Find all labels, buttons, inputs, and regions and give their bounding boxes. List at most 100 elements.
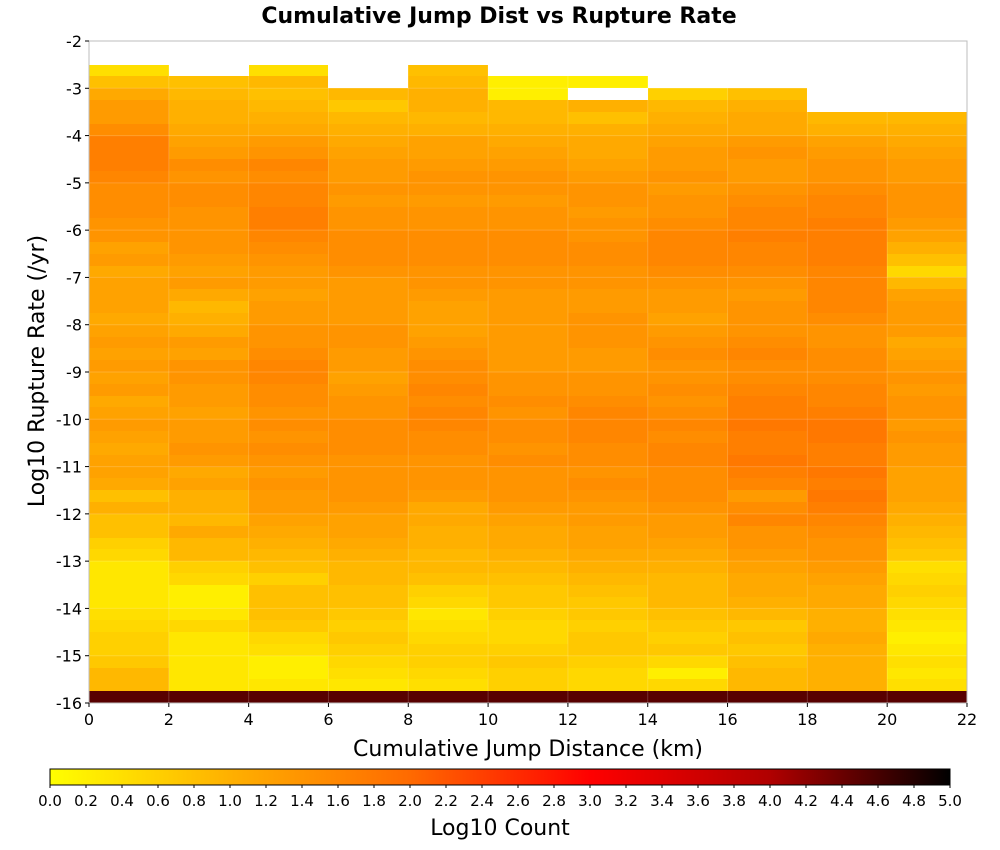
y-tick-label: -7 [66, 268, 82, 287]
heatmap-cell [328, 691, 408, 703]
heatmap-cell [169, 561, 249, 573]
heatmap-cell [807, 455, 887, 467]
heatmap-cell [169, 207, 249, 218]
heatmap-cell [568, 644, 648, 656]
colorbar-tick-label: 1.8 [362, 792, 386, 810]
heatmap-cell [728, 147, 807, 159]
heatmap-cell [568, 207, 648, 218]
heatmap-cell [807, 242, 887, 254]
heatmap-cell [488, 431, 568, 443]
heatmap-cell [568, 679, 648, 691]
heatmap-cell [648, 289, 728, 301]
heatmap-cell [169, 620, 249, 632]
heatmap-cell [249, 561, 328, 573]
heatmap-cell [89, 620, 169, 632]
heatmap-cell [728, 218, 807, 230]
heatmap-cell [648, 419, 728, 431]
heatmap-cell [89, 478, 169, 490]
heatmap-cell [169, 325, 249, 337]
colorbar-tick-label: 0.4 [110, 792, 134, 810]
heatmap-cell [728, 455, 807, 467]
heatmap-cell [328, 195, 408, 207]
heatmap-cell [249, 467, 328, 478]
heatmap-cell [648, 171, 728, 183]
y-axis: -16 -15 -14 -13 -12 -11 -10 -9 -8 -7 -6 -5 -4 -3 -2 [56, 32, 89, 713]
heatmap-cell [328, 313, 408, 325]
x-tick-label: 2 [164, 710, 174, 729]
heatmap-cell [408, 407, 488, 419]
heatmap-cell [89, 301, 169, 313]
heatmap-cell [89, 76, 169, 88]
heatmap-cell [408, 65, 488, 76]
heatmap-cell [648, 372, 728, 384]
heatmap-cell [169, 266, 249, 277]
heatmap-cell [169, 632, 249, 644]
heatmap-cell [328, 159, 408, 171]
colorbar-ticks: 0.0 0.2 0.4 0.6 0.8 1.0 1.2 1.4 1.6 1.8 2.0 2.2 2.4 2… [38, 785, 962, 810]
heatmap-cell [89, 88, 169, 100]
colorbar-tick-label: 4.0 [758, 792, 782, 810]
heatmap-cell [568, 526, 648, 538]
heatmap-cell [249, 337, 328, 348]
heatmap-cell [249, 644, 328, 656]
heatmap-cell [328, 396, 408, 407]
heatmap-cell [488, 573, 568, 585]
heatmap-cell [488, 561, 568, 573]
heatmap-cell [728, 254, 807, 266]
heatmap-cell [728, 620, 807, 632]
heatmap-cell [728, 573, 807, 585]
heatmap-cell [728, 585, 807, 597]
heatmap-cell [89, 632, 169, 644]
heatmap-cell [328, 514, 408, 526]
heatmap-cell [249, 656, 328, 668]
heatmap-cell [328, 266, 408, 277]
heatmap-cell [887, 656, 967, 668]
heatmap-cell [807, 526, 887, 538]
heatmap-cell [328, 254, 408, 266]
heatmap-cell [568, 396, 648, 407]
heatmap-cell [568, 538, 648, 549]
heatmap-cell [807, 289, 887, 301]
heatmap-cell [648, 147, 728, 159]
heatmap-cell [89, 242, 169, 254]
heatmap-cell [648, 313, 728, 325]
heatmap-cell [648, 337, 728, 348]
heatmap-cell [807, 112, 887, 124]
y-tick-label: -12 [56, 505, 82, 524]
heatmap-cell [887, 679, 967, 691]
heatmap-cell [488, 183, 568, 195]
heatmap-cell [488, 266, 568, 277]
heatmap-cell [169, 289, 249, 301]
heatmap-cell [249, 360, 328, 372]
heatmap-cell [169, 538, 249, 549]
heatmap-cell [408, 467, 488, 478]
heatmap-cell [807, 396, 887, 407]
heatmap-cell [568, 561, 648, 573]
heatmap-cell [648, 691, 728, 703]
heatmap-cell [408, 136, 488, 147]
heatmap-cell [887, 407, 967, 419]
heatmap-cell [488, 656, 568, 668]
heatmap-cell [648, 348, 728, 360]
heatmap-cell [169, 183, 249, 195]
heatmap-cell [249, 112, 328, 124]
heatmap-cell [648, 384, 728, 396]
colorbar-tick-label: 2.8 [542, 792, 566, 810]
heatmap-cell [807, 585, 887, 597]
heatmap-cell [488, 443, 568, 455]
heatmap-cell [807, 490, 887, 502]
heatmap-cell [648, 490, 728, 502]
heatmap-cell [887, 514, 967, 526]
heatmap-cell [488, 301, 568, 313]
heatmap-cell [328, 573, 408, 585]
heatmap-cell [887, 585, 967, 597]
heatmap-cell [328, 608, 408, 620]
heatmap-cell [488, 502, 568, 514]
heatmap-cell [728, 124, 807, 136]
y-tick-label: -3 [66, 79, 82, 98]
heatmap-cell [807, 159, 887, 171]
heatmap-cell [169, 668, 249, 679]
heatmap-cell [728, 608, 807, 620]
heatmap-cell [568, 502, 648, 514]
heatmap-cell [887, 183, 967, 195]
